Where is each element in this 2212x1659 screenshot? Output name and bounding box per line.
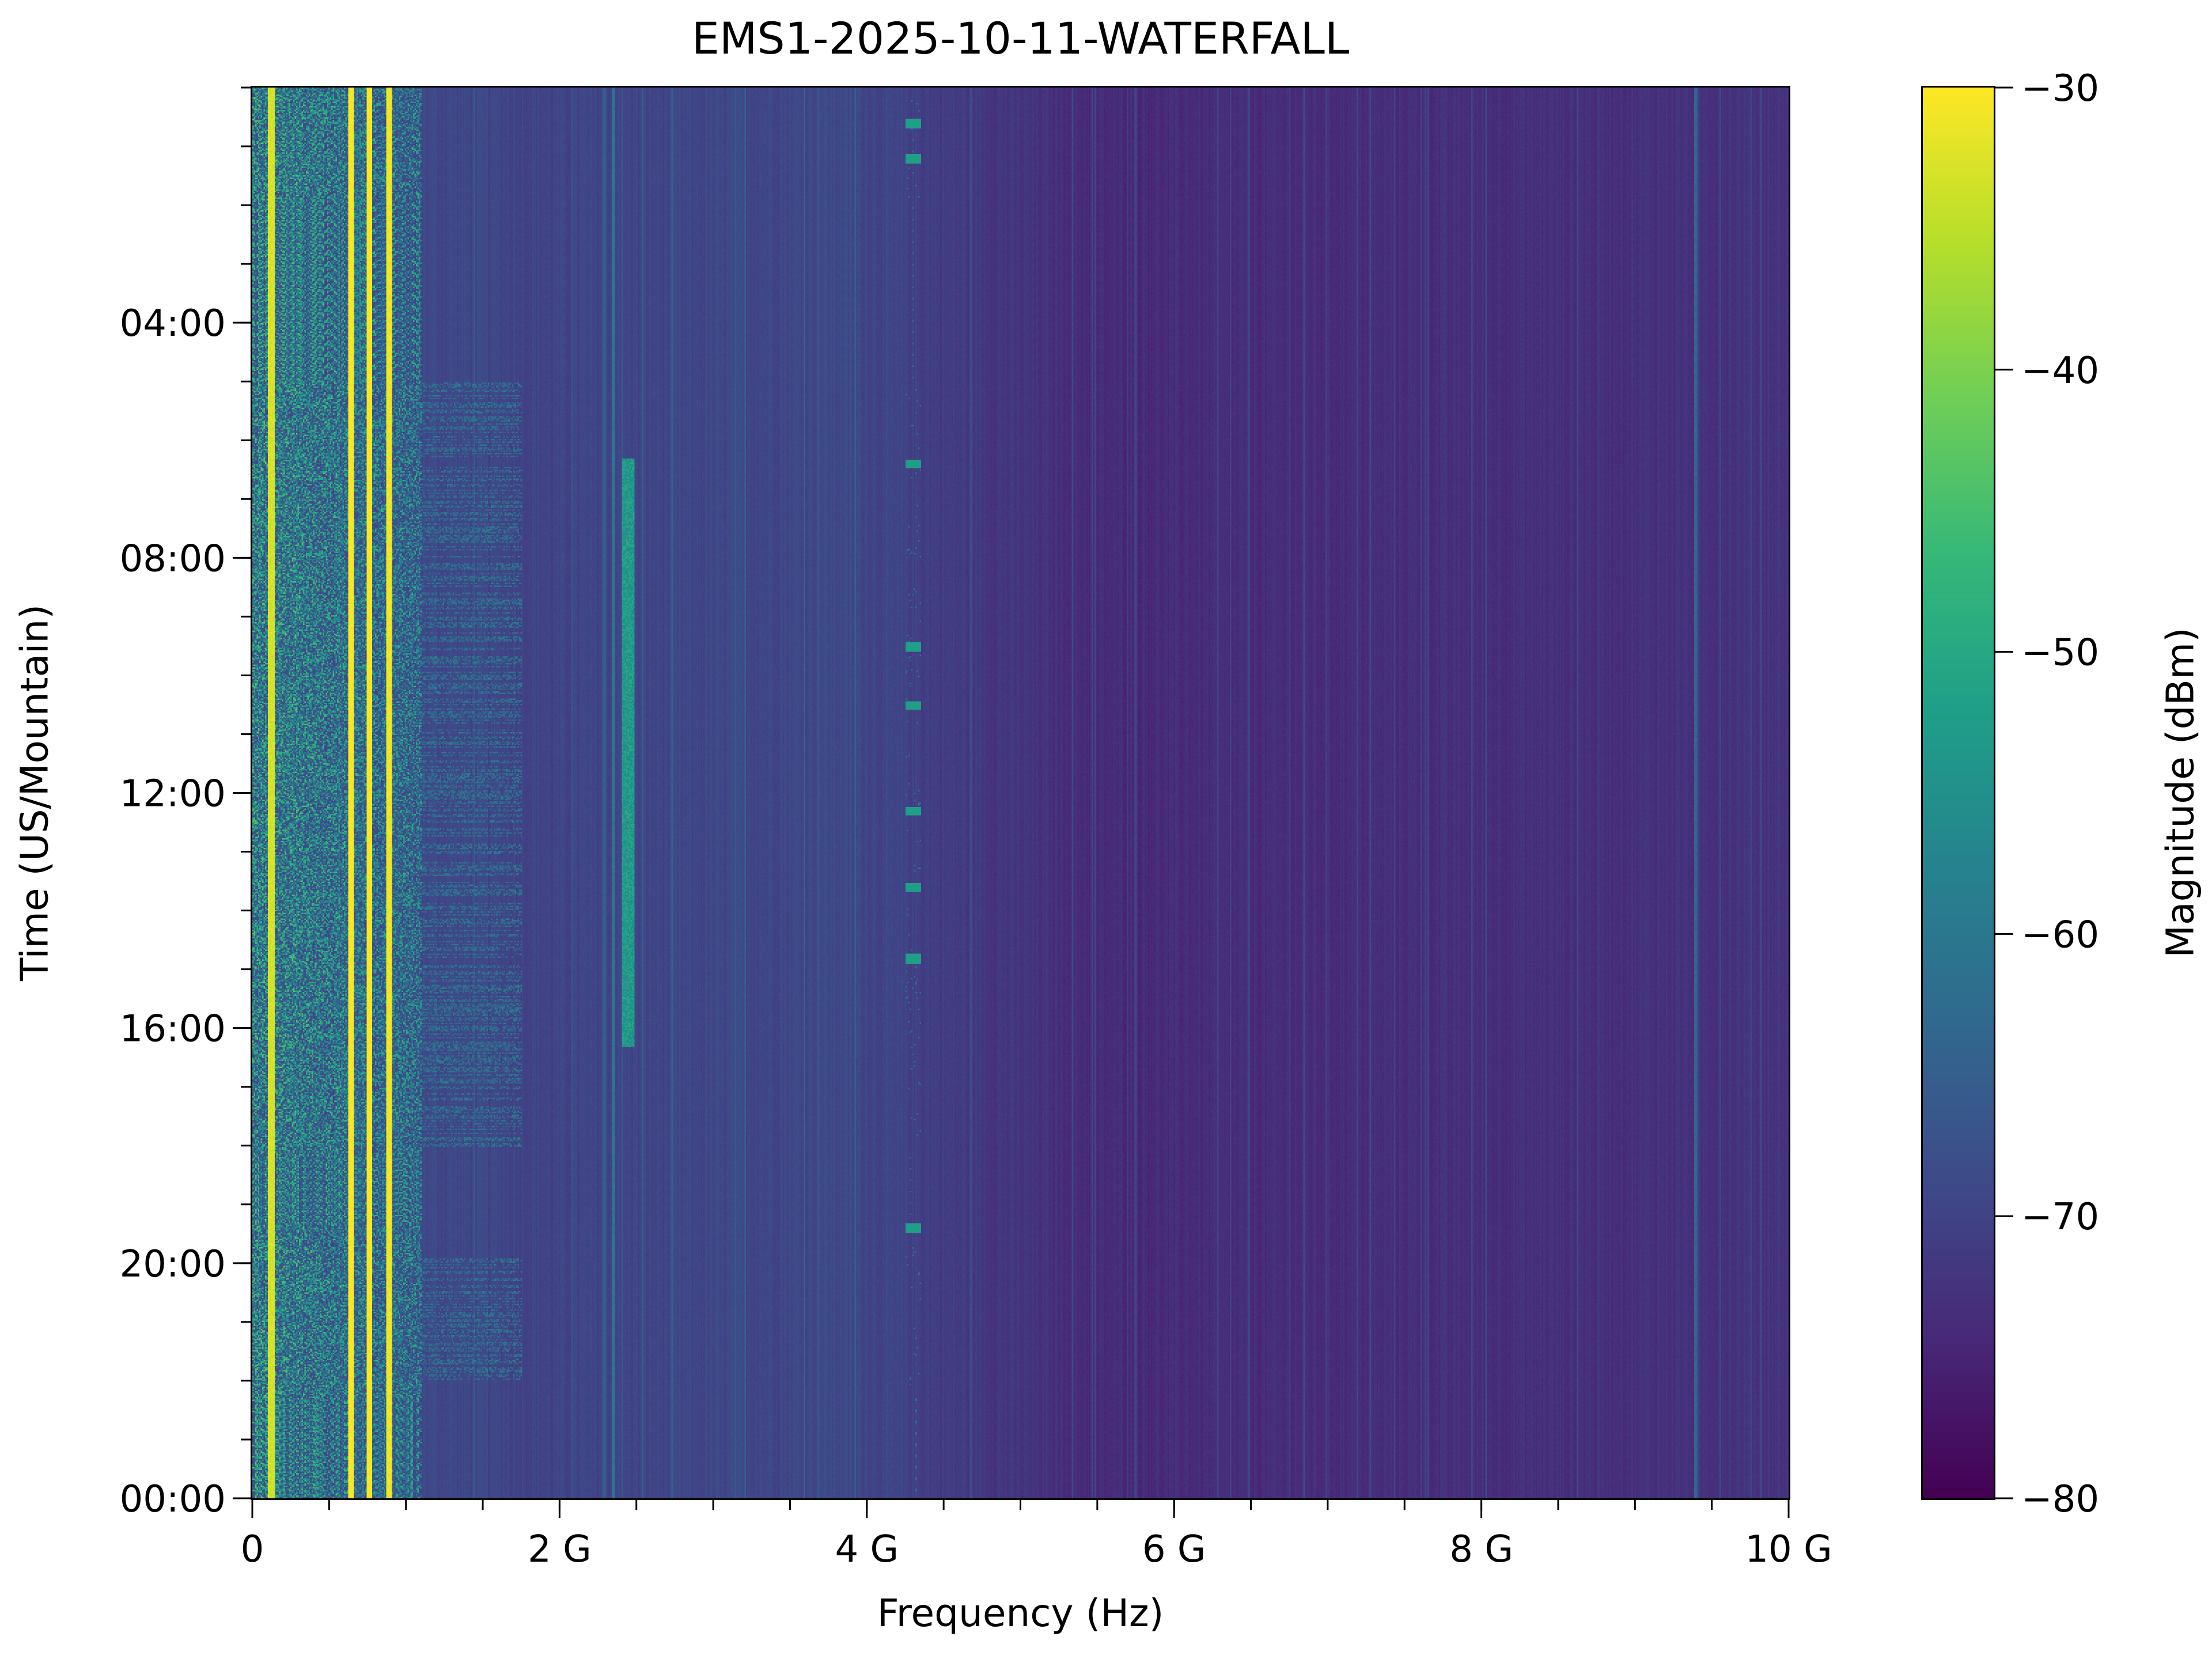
x-tick-label: 6 G: [1142, 1528, 1206, 1571]
colorbar-tick-label: −70: [2021, 1196, 2099, 1238]
y-tick-label: 08:00: [120, 537, 226, 580]
x-tick-label: 10 G: [1745, 1528, 1832, 1571]
plot-area: [251, 86, 1790, 1500]
x-tick-label: 0: [241, 1528, 264, 1571]
y-tick-label: 04:00: [120, 302, 226, 345]
x-axis-label: Frequency (Hz): [877, 1591, 1164, 1635]
waterfall-heatmap: [252, 88, 1789, 1498]
x-tick-label: 8 G: [1449, 1528, 1513, 1571]
chart-title: EMS1-2025-10-11-WATERFALL: [691, 13, 1350, 64]
colorbar-tick-label: −30: [2021, 67, 2099, 110]
y-tick-label: 00:00: [120, 1478, 226, 1521]
y-tick-label: 12:00: [120, 773, 226, 816]
x-tick-label: 4 G: [835, 1528, 899, 1571]
colorbar-tick-label: −50: [2021, 632, 2099, 675]
colorbar-frame: [1921, 86, 1995, 1500]
x-tick-label: 2 G: [528, 1528, 592, 1571]
y-tick-label: 16:00: [120, 1008, 226, 1051]
y-axis-label: Time (US/Mountain): [12, 604, 57, 981]
colorbar-label: Magnitude (dBm): [2158, 627, 2203, 958]
colorbar-gradient: [1923, 88, 1994, 1498]
y-tick-label: 20:00: [120, 1243, 226, 1286]
colorbar: [1921, 86, 1995, 1500]
colorbar-tick-label: −80: [2021, 1478, 2099, 1521]
colorbar-tick-label: −60: [2021, 914, 2099, 956]
colorbar-tick-label: −40: [2021, 350, 2099, 392]
